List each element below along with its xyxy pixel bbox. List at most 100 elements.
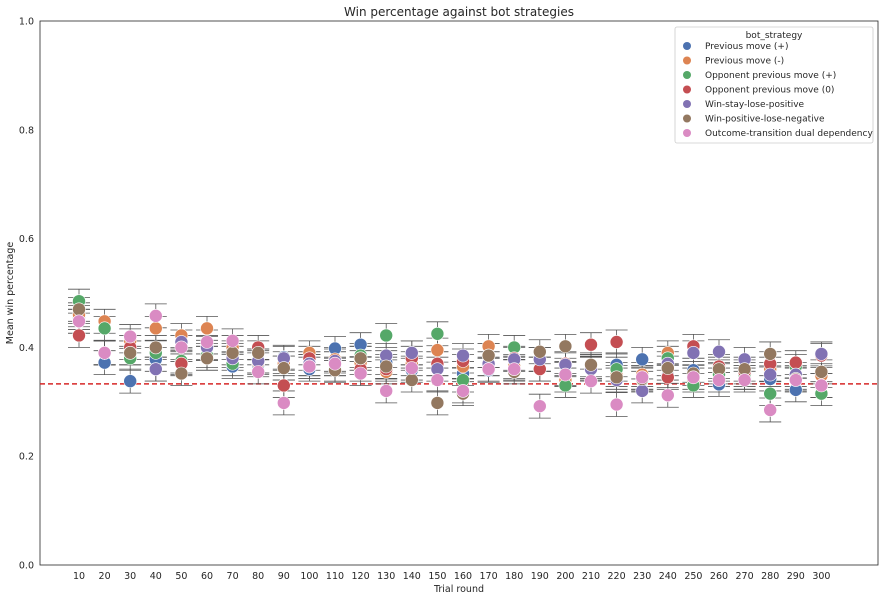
x-tick-label: 90 [278, 571, 290, 582]
x-tick-label: 230 [633, 571, 651, 582]
data-point [609, 335, 624, 349]
data-point [123, 329, 137, 344]
y-tick-label: 0.6 [19, 234, 34, 245]
data-point [763, 386, 778, 401]
x-tick-label: 60 [201, 571, 213, 582]
legend-marker [683, 71, 691, 79]
data-point [72, 302, 86, 317]
data-point [430, 396, 445, 410]
x-tick-label: 110 [326, 571, 344, 582]
data-point [123, 346, 137, 360]
data-point [149, 340, 163, 355]
data-point [149, 309, 163, 323]
data-point [532, 399, 547, 413]
x-tick-label: 280 [761, 571, 779, 582]
data-points [72, 294, 829, 417]
data-point [174, 340, 189, 355]
data-point [558, 367, 573, 382]
y-tick-label: 0.0 [19, 561, 34, 572]
data-point [200, 351, 214, 366]
y-tick-labels: 0.0 0.2 0.4 0.6 0.8 1.0 [19, 17, 34, 572]
data-point [686, 346, 701, 360]
data-point [379, 384, 394, 398]
data-point [814, 347, 829, 361]
data-point [302, 359, 317, 374]
data-point [328, 356, 342, 371]
data-point [532, 344, 547, 359]
data-point [788, 373, 803, 387]
data-point [276, 361, 291, 375]
x-tick-label: 170 [480, 571, 498, 582]
x-tick-label: 200 [556, 571, 574, 582]
data-point [584, 374, 598, 388]
data-point [507, 362, 522, 376]
data-point [763, 403, 778, 417]
data-point [251, 346, 266, 360]
data-point [558, 339, 573, 354]
data-point [276, 396, 291, 410]
x-tick-label: 180 [505, 571, 523, 582]
x-tick-label: 250 [684, 571, 702, 582]
legend-label: Opponent previous move (0) [705, 86, 834, 96]
data-point [225, 346, 240, 360]
data-point [788, 355, 803, 370]
x-tick-label: 270 [736, 571, 754, 582]
data-point [251, 365, 266, 379]
data-point [225, 334, 240, 348]
data-point [712, 344, 726, 359]
x-tick-label: 260 [710, 571, 728, 582]
data-point [456, 348, 470, 363]
legend-label: Opponent previous move (+) [705, 71, 836, 81]
x-tick-label: 80 [252, 571, 264, 582]
x-tick-label: 120 [352, 571, 370, 582]
data-point [353, 351, 368, 366]
data-point [353, 366, 368, 381]
legend-label: Outcome-transition dual dependency [705, 129, 873, 139]
data-point [404, 346, 419, 360]
x-tick-label: 130 [377, 571, 395, 582]
x-tick-label: 50 [175, 571, 187, 582]
x-tick-label: 240 [659, 571, 677, 582]
y-tick-label: 0.4 [19, 343, 34, 354]
y-tick-label: 0.2 [19, 452, 34, 463]
x-tick-label: 210 [582, 571, 600, 582]
data-point [686, 370, 701, 385]
data-point [763, 367, 778, 382]
y-tick-label: 1.0 [19, 17, 34, 28]
x-tick-label: 300 [812, 571, 830, 582]
y-axis-label: Mean win percentage [5, 242, 16, 345]
data-point [123, 374, 137, 388]
x-tick-label: 70 [227, 571, 239, 582]
data-point [814, 378, 829, 393]
data-point [430, 343, 445, 357]
data-point [635, 370, 650, 385]
legend-label: Win-stay-lose-positive [705, 100, 805, 110]
data-point [609, 370, 624, 385]
data-point [737, 373, 752, 387]
x-tick-label: 220 [608, 571, 626, 582]
legend-title: bot_strategy [746, 31, 803, 41]
data-point [635, 384, 650, 398]
data-point [72, 314, 86, 329]
legend-marker [683, 85, 691, 94]
data-point [404, 361, 419, 375]
legend-items: Previous move (+) Previous move (-) Oppone… [683, 42, 873, 139]
data-point [200, 321, 214, 336]
data-point [763, 347, 778, 361]
legend-marker [683, 129, 691, 137]
legend-marker [683, 100, 691, 108]
x-tick-label: 10 [73, 571, 85, 582]
data-point [97, 346, 112, 360]
data-point [584, 337, 598, 352]
y-tick-label: 0.8 [19, 125, 34, 136]
legend-box [674, 26, 874, 144]
data-point [660, 361, 675, 375]
data-point [814, 365, 829, 379]
x-tick-label: 30 [124, 571, 136, 582]
data-point [379, 359, 394, 374]
chart-title: Win percentage against bot strategies [344, 5, 574, 19]
legend-marker [683, 42, 691, 50]
data-point [430, 373, 445, 387]
x-axis-label: Trial round [433, 584, 484, 595]
